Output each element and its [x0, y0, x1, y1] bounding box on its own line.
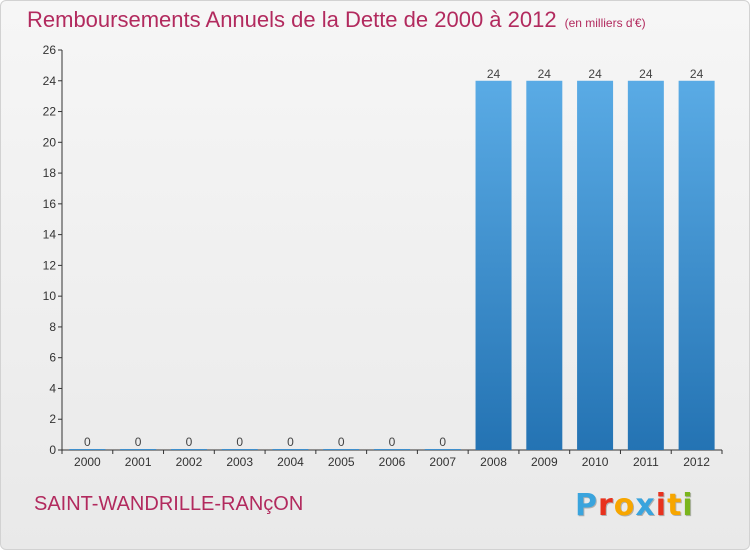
y-tick-label: 24 [43, 74, 57, 88]
data-label-2011: 24 [639, 67, 653, 81]
bar-2012 [678, 80, 715, 451]
x-tick-label: 2009 [531, 455, 558, 469]
chart-unit: (en milliers d'€) [564, 16, 646, 30]
y-tick-label: 10 [43, 289, 57, 303]
y-tick-label: 26 [43, 43, 57, 57]
x-tick-label: 2005 [328, 455, 355, 469]
data-label-2004: 0 [287, 435, 294, 449]
bar-2006 [374, 449, 410, 450]
data-label-2002: 0 [186, 435, 193, 449]
bar-2002 [170, 449, 207, 450]
x-tick-label: 2002 [176, 455, 203, 469]
bar-2001 [120, 449, 157, 450]
x-tick-label: 2007 [429, 455, 456, 469]
logo-letter: x [635, 488, 656, 523]
data-label-2012: 24 [690, 67, 704, 81]
y-tick-label: 14 [43, 228, 57, 242]
data-label-2008: 24 [487, 67, 501, 81]
x-tick-label: 2011 [633, 455, 659, 469]
bar-2004 [272, 449, 309, 450]
data-label-2003: 0 [236, 435, 243, 449]
data-label-2009: 24 [538, 67, 552, 81]
y-tick-label: 20 [43, 135, 57, 149]
data-label-2000: 0 [84, 435, 91, 449]
y-tick-label: 6 [49, 351, 56, 365]
bar-2008 [475, 80, 512, 451]
y-tick-label: 0 [49, 443, 56, 457]
y-tick-label: 4 [49, 381, 56, 395]
y-tick-label: 2 [49, 412, 56, 426]
logo-letter: o [613, 488, 636, 523]
logo-letter: r [598, 488, 614, 523]
data-label-2007: 0 [439, 435, 446, 449]
bar-2011 [627, 80, 664, 451]
data-labels: 0 0 0 0 0 0 0 0 24 24 24 24 24 [84, 67, 704, 449]
proxiti-logo[interactable]: Proxiti [575, 488, 694, 523]
bar-2010 [577, 80, 614, 451]
x-tick-label: 2012 [683, 455, 710, 469]
x-tick-label: 2004 [277, 455, 304, 469]
x-tick-label: 2006 [379, 455, 406, 469]
logo-letter: i [655, 488, 668, 523]
bar-2000 [69, 449, 106, 450]
chart-title: Remboursements Annuels de la Dette de 20… [27, 7, 646, 33]
y-tick-label: 16 [43, 197, 57, 211]
x-tick-label: 2001 [125, 455, 152, 469]
data-label-2001: 0 [135, 435, 142, 449]
y-tick-label: 12 [43, 258, 57, 272]
chart-title-text: Remboursements Annuels de la Dette de 20… [27, 7, 557, 32]
data-label-2005: 0 [338, 435, 345, 449]
y-tick-label: 18 [43, 166, 57, 180]
logo-letter: i [682, 488, 694, 523]
data-label-2006: 0 [389, 435, 396, 449]
x-tick-label: 2003 [226, 455, 253, 469]
x-tick-label: 2008 [480, 455, 507, 469]
bar-2005 [323, 449, 360, 450]
logo-letter: t [667, 488, 683, 523]
data-label-2010: 24 [588, 67, 602, 81]
x-tick-label: 2010 [582, 455, 609, 469]
bars [69, 80, 715, 451]
bar-2007 [424, 449, 461, 450]
city-name: SAINT-WANDRILLE-RANçON [34, 493, 304, 515]
x-axis: 2000 2001 2002 2003 2004 2005 2006 2007 2008 2009… [61, 449, 723, 469]
bar-2003 [221, 449, 258, 450]
x-tick-label: 2000 [74, 455, 101, 469]
y-tick-label: 22 [43, 105, 57, 119]
logo-letter: P [575, 488, 598, 523]
y-tick-label: 8 [49, 320, 56, 334]
bar-2009 [526, 80, 563, 451]
